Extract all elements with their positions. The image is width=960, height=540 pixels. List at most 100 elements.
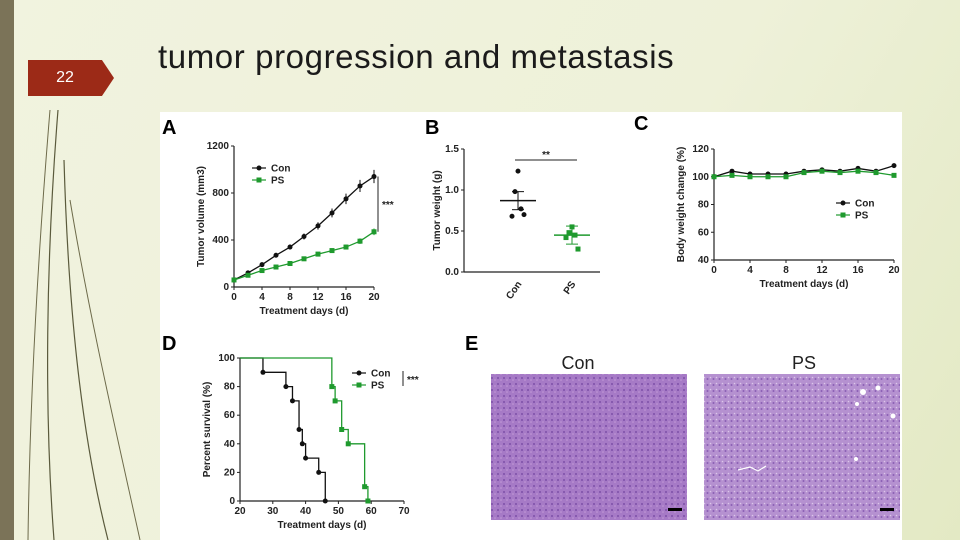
panel-letter-d: D <box>162 333 176 355</box>
panel-a-x-axis-label: Treatment days (d) <box>260 306 349 317</box>
panel-d-point <box>296 427 302 432</box>
figure-svg: A B C D E Con PS 0 4 8 12 1 <box>162 113 900 531</box>
panel-d-legend-marker <box>356 382 362 388</box>
panel-c-y-tick-label: 80 <box>698 200 710 211</box>
panel-b-y-tick-label: 0.0 <box>445 267 459 278</box>
panel-a-point <box>287 244 293 250</box>
histology-vacuole <box>860 389 866 395</box>
panel-a-point <box>287 261 293 266</box>
panel-d-legend-label: PS <box>371 381 385 392</box>
panel-d-point <box>260 369 266 375</box>
panel-c-point <box>783 174 789 180</box>
panel-d-y-tick-label: 20 <box>224 467 236 478</box>
panel-d-point <box>316 469 322 475</box>
histology-label-con: Con <box>561 353 594 373</box>
panel-c-x-tick-label: 16 <box>852 265 864 276</box>
panel-a-point <box>259 268 265 274</box>
panel-d-y-tick-label: 100 <box>218 353 235 364</box>
panel-b-point <box>518 206 524 212</box>
panel-a-x-tick-label: 16 <box>340 292 352 303</box>
panel-d-x-tick-label: 70 <box>398 506 410 517</box>
histology-vessel <box>737 465 767 472</box>
panel-b-point <box>563 235 569 241</box>
panel-c-point <box>873 170 879 176</box>
panel-d-point <box>299 441 305 447</box>
panel-c-y-axis-label: Body weight change (%) <box>676 147 687 263</box>
panel-d-point <box>345 441 351 447</box>
panel-letter-e: E <box>465 333 478 355</box>
panel-c-legend-marker <box>840 212 846 218</box>
histology-vacuole <box>890 413 896 419</box>
panel-a-point <box>343 196 349 202</box>
histology-vacuole <box>854 457 858 461</box>
panel-d-y-tick-label: 0 <box>229 496 235 507</box>
figure-panel: A B C D E Con PS 0 4 8 12 1 <box>160 112 902 540</box>
panel-a-x-tick-label: 8 <box>287 292 293 303</box>
panel-a-point <box>245 272 251 278</box>
panel-a-significance: *** <box>382 200 394 211</box>
panel-b-y-axis-label: Tumor weight (g) <box>432 170 443 250</box>
panel-c-x-tick-label: 20 <box>888 265 900 276</box>
panel-a-legend-marker <box>256 165 262 171</box>
panel-c-y-tick-label: 60 <box>698 227 710 238</box>
panel-c-point <box>711 174 717 180</box>
panel-c-point <box>747 174 753 180</box>
panel-letter-a: A <box>162 117 176 139</box>
panel-c-y-tick-label: 40 <box>698 255 710 266</box>
panel-d-y-tick-label: 40 <box>224 439 236 450</box>
panel-d-point <box>362 484 368 490</box>
slide-number-tab <box>28 60 114 96</box>
panel-b-x-tick-label: PS <box>562 279 579 297</box>
panel-d-x-tick-label: 20 <box>234 506 246 517</box>
panel-a-point <box>259 262 265 268</box>
panel-b-point <box>566 230 572 236</box>
panel-a-legend-marker <box>256 177 262 183</box>
slide-title: tumor progression and metastasis <box>158 38 675 75</box>
panel-d-series-ps <box>240 357 369 501</box>
panel-d-legend-marker <box>356 370 362 376</box>
panel-a-x-tick-label: 4 <box>259 292 265 303</box>
panel-a-y-tick-label: 800 <box>212 188 229 199</box>
panel-c-x-tick-label: 4 <box>747 265 753 276</box>
panel-d-significance: *** <box>407 375 419 386</box>
panel-d-point <box>283 384 289 390</box>
panel-d-x-tick-label: 40 <box>300 506 312 517</box>
panel-a-point <box>371 174 377 180</box>
panel-c-point <box>837 170 843 176</box>
panel-d-x-tick-label: 60 <box>366 506 378 517</box>
left-accent-bar <box>0 0 14 540</box>
panel-a-point <box>329 248 335 254</box>
panel-d-x-axis-label: Treatment days (d) <box>278 520 367 531</box>
panel-a-y-tick-label: 1200 <box>207 141 230 152</box>
panel-d-y-tick-label: 60 <box>224 410 236 421</box>
panel-a-x-tick-label: 12 <box>312 292 324 303</box>
panel-a-x-tick-label: 20 <box>368 292 380 303</box>
panel-d-y-axis-label: Percent survival (%) <box>202 382 213 478</box>
panel-c-legend-marker <box>840 200 846 206</box>
panel-c-point <box>801 170 807 176</box>
panel-c-point <box>855 168 861 174</box>
histology-vacuole <box>855 402 859 406</box>
panel-a-point <box>357 238 363 244</box>
panel-b-point <box>515 168 521 174</box>
histology-label-ps: PS <box>792 353 816 373</box>
panel-b-point <box>575 246 581 252</box>
panel-c-x-axis-label: Treatment days (d) <box>760 279 849 290</box>
panel-letter-b: B <box>425 117 439 139</box>
panel-b-y-tick-label: 1.5 <box>445 144 459 155</box>
panel-b-x-tick-label: Con <box>504 279 524 301</box>
panel-a-point <box>329 210 335 216</box>
panel-c-x-tick-label: 8 <box>783 265 789 276</box>
histology-vacuole <box>875 385 881 391</box>
scale-bar-con <box>668 508 682 511</box>
panel-a-legend-label: Con <box>271 164 290 175</box>
panel-d-point <box>339 427 345 432</box>
panel-c-point <box>729 172 735 178</box>
panel-a-point <box>273 264 279 270</box>
panel-d-point <box>303 455 309 461</box>
panel-c-x-tick-label: 0 <box>711 265 717 276</box>
panel-a-y-tick-label: 400 <box>212 235 229 246</box>
panel-a-point <box>315 223 321 229</box>
histology-image-con <box>491 374 687 520</box>
